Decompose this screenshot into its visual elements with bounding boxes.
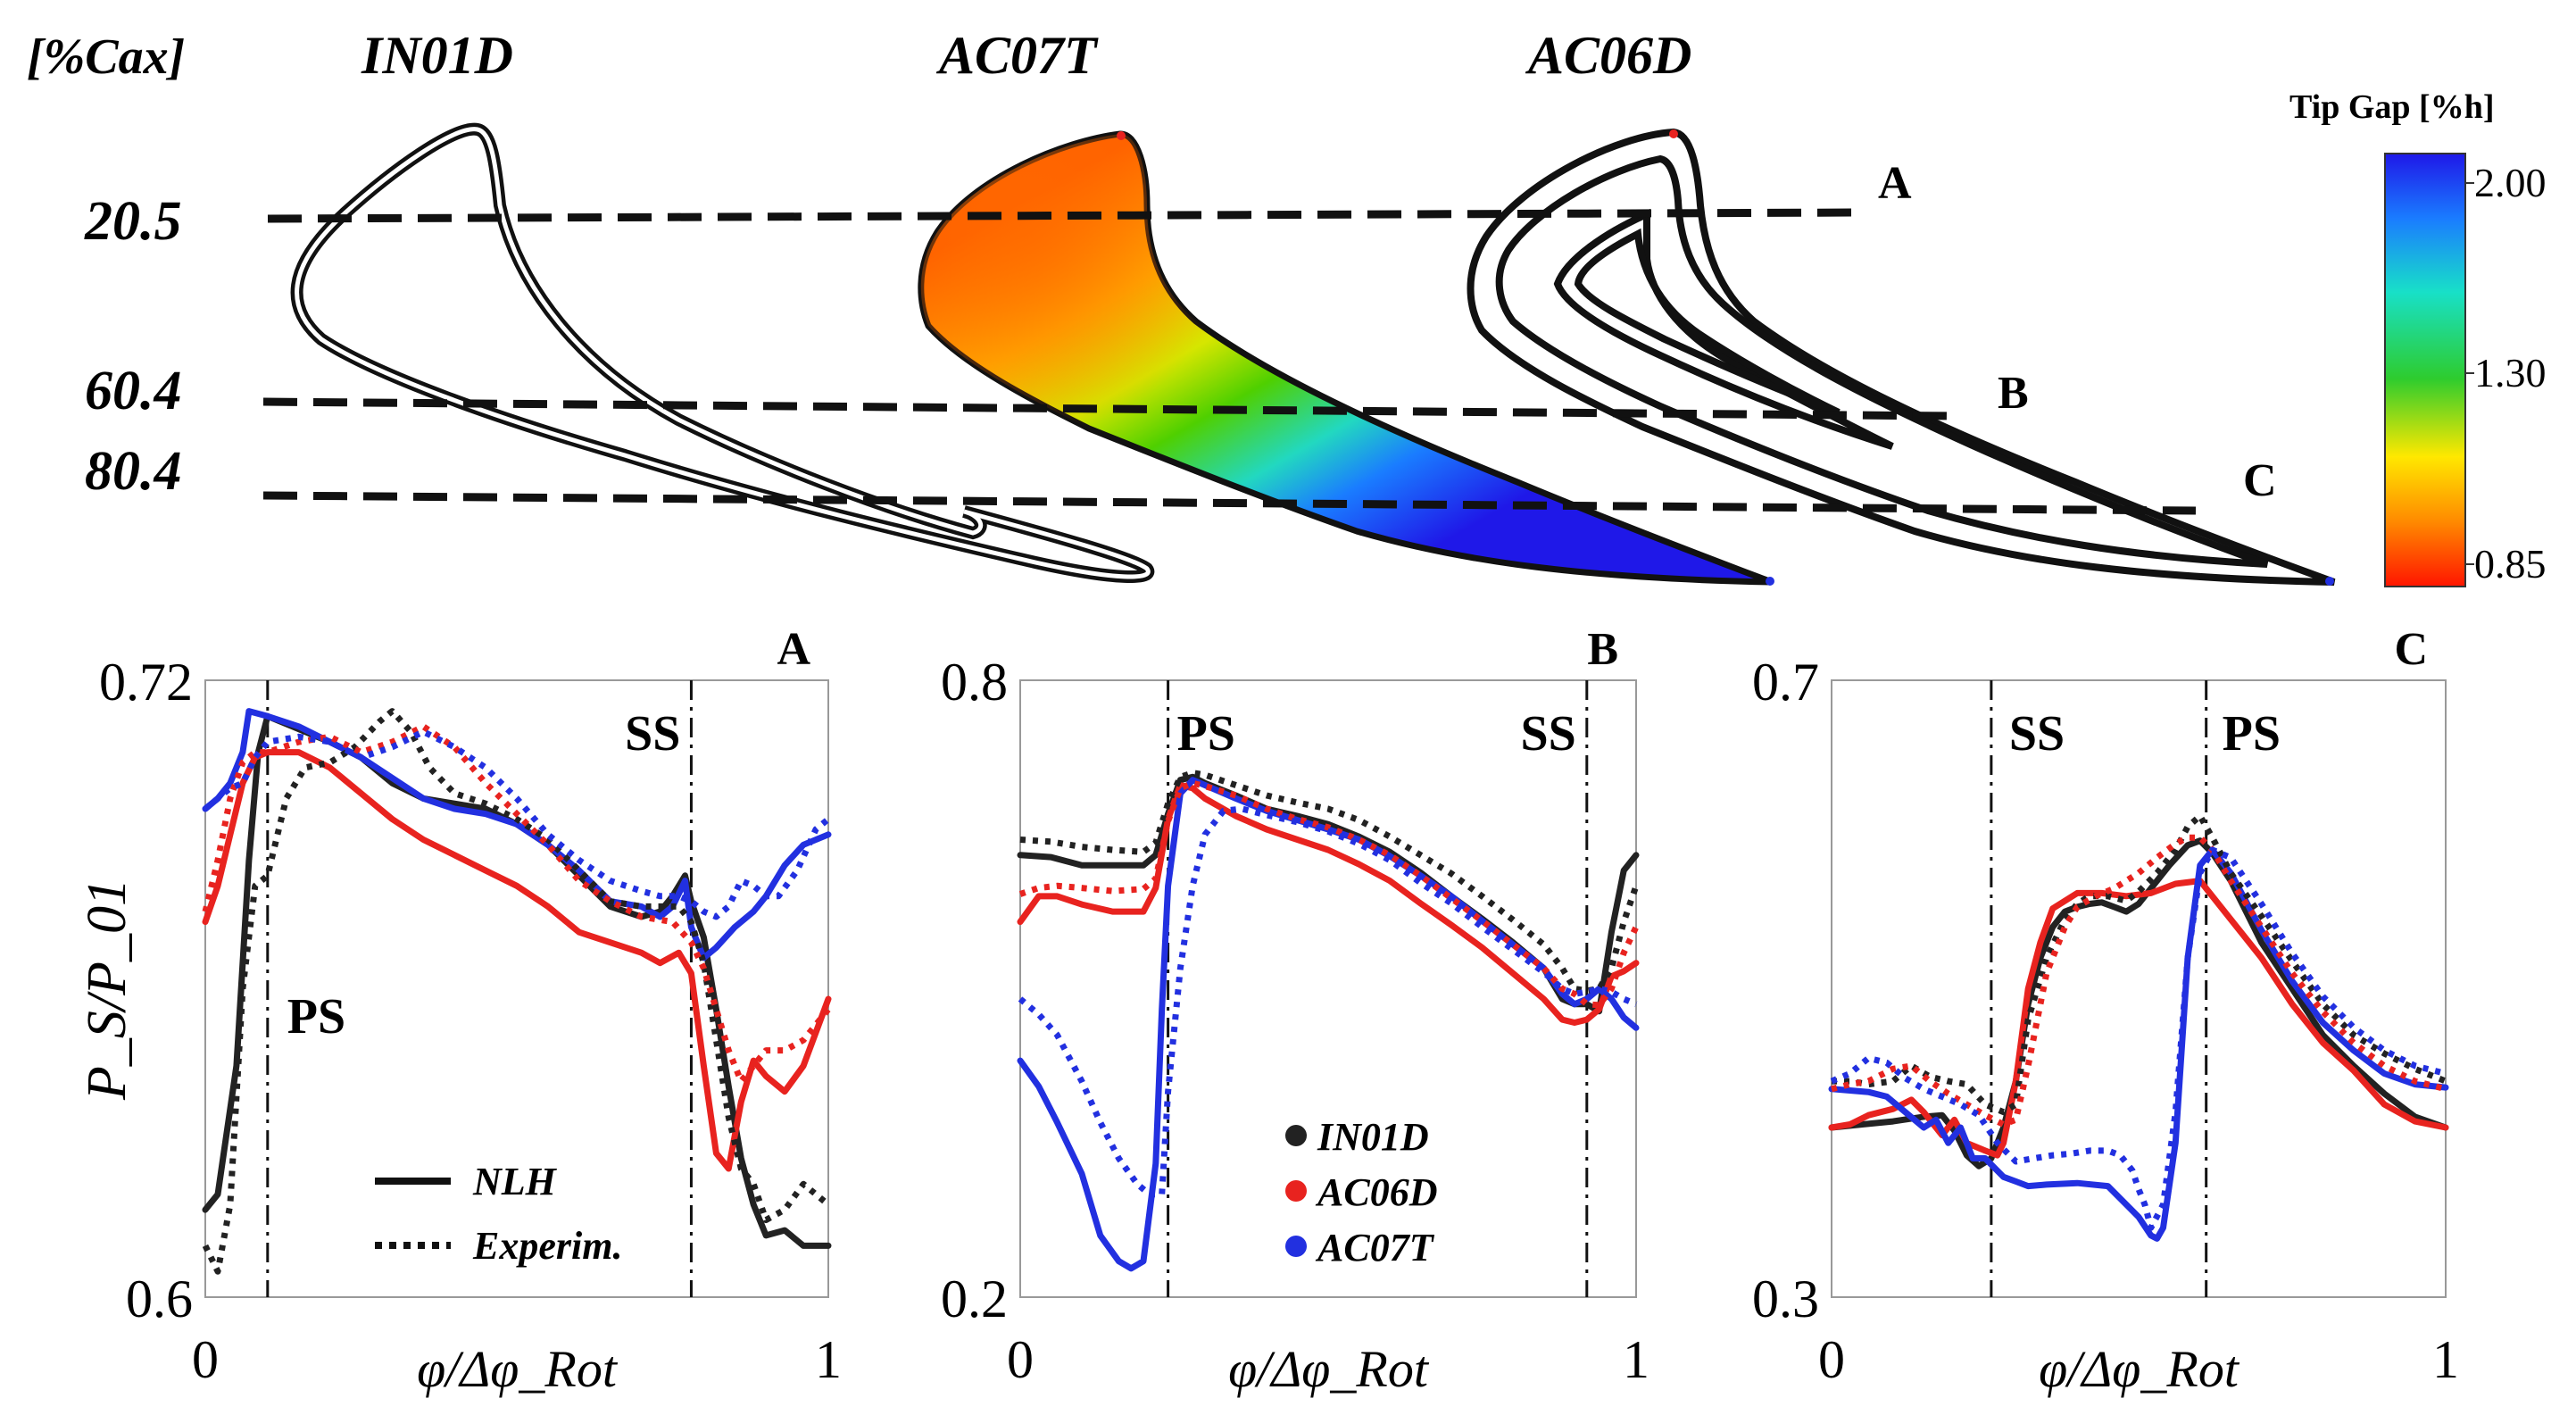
chart-panel-b: 0.8 0.20 1 φ/Δφ_Rot B PS SS: [941, 624, 1649, 1398]
xtick-min-b: 0: [1007, 1330, 1034, 1389]
ylabel-a: P_S/P_01: [77, 878, 137, 1101]
section-value-b: 60.4: [85, 361, 182, 421]
panel-letter-c: C: [2394, 624, 2428, 675]
blade-ac06d-le-marker: [1669, 129, 1678, 138]
section-line-b: [262, 397, 1956, 420]
colorbar-title: Tip Gap [%h]: [2289, 88, 2494, 126]
ytick-max-c: 0.7: [1752, 653, 1819, 712]
section-line-a: [267, 208, 1862, 223]
blade-ac07t-hotspot: [920, 134, 1772, 582]
panel-letter-a: A: [777, 624, 810, 675]
blade-in01d-inner-line: [295, 127, 1151, 579]
colorbar-tick-max: 2.00: [2474, 160, 2547, 205]
xlabel-a: φ/Δφ_Rot: [417, 1340, 619, 1398]
xtick-max-a: 1: [815, 1330, 842, 1389]
series-ac06d-nlh-c: [1828, 878, 2449, 1159]
axes-frame-b: [1019, 679, 1637, 1298]
xtick-max-c: 1: [2432, 1330, 2459, 1389]
colorbar-tick-mid: 1.30: [2474, 350, 2547, 395]
legend-experim-label: Experim.: [472, 1224, 622, 1268]
chart-panel-c: 0.7 0.30 1 φ/Δφ_Rot C SS PS: [1752, 624, 2459, 1398]
ytick-max-b: 0.8: [941, 653, 1008, 712]
legend-profiles: IN01D AC06D AC07T: [1285, 1115, 1437, 1269]
xlabel-b: φ/Δφ_Rot: [1228, 1340, 1430, 1398]
legend-label-in01d: IN01D: [1317, 1115, 1429, 1159]
section-letter-c: C: [2243, 455, 2277, 506]
profile-title-in01d: IN01D: [361, 26, 513, 85]
section-letter-a: A: [1878, 158, 1912, 209]
blade-profiles: [%Cax] IN01D AC07T AC06D 20.5 60.4 80.4 …: [27, 26, 2336, 586]
ytick-max-a: 0.72: [99, 653, 193, 712]
axes-frame-c: [1831, 679, 2447, 1298]
series-ac06d-experim-c: [1831, 834, 2447, 1128]
xlabel-c: φ/Δφ_Rot: [2039, 1340, 2240, 1398]
series-ac07t-experim-a: [203, 728, 831, 920]
series-ac07t-experim-b: [1018, 805, 1638, 1198]
legend-label-ac07t: AC07T: [1315, 1226, 1435, 1269]
xtick-min-c: 0: [1818, 1330, 1845, 1389]
series-in01d-experim-a: [202, 708, 831, 1275]
legend-dot-ac06d: [1285, 1180, 1307, 1202]
marker-label-ps-a: PS: [287, 989, 345, 1045]
ytick-min-a: 0.6: [126, 1269, 193, 1328]
legend-nlh-label: NLH: [472, 1160, 558, 1203]
marker-label-ps-b: PS: [1177, 706, 1235, 762]
colorbar: Tip Gap [%h] 2.00 1.30 0.85: [2289, 88, 2547, 587]
legend-dot-in01d: [1285, 1125, 1307, 1146]
marker-label-ps-c: PS: [2223, 706, 2281, 762]
ytick-min-c: 0.3: [1752, 1269, 1819, 1328]
blade-ac06d-te-marker: [2325, 577, 2334, 586]
series-ac06d-experim-a: [202, 723, 831, 1085]
legend-line-styles: NLH Experim.: [375, 1160, 622, 1268]
series-ac06d-experim-b: [1018, 779, 1640, 1009]
section-value-a: 20.5: [84, 191, 182, 252]
marker-label-ss-b: SS: [1521, 706, 1576, 762]
series-ac06d-nlh-b: [1017, 782, 1640, 1026]
colorbar-tick-min: 0.85: [2474, 541, 2547, 587]
series-ac07t-nlh-a: [202, 708, 832, 961]
colorbar-scale: [2384, 153, 2466, 587]
blade-ac07t-te-marker: [1766, 577, 1774, 586]
marker-label-ss-a: SS: [625, 706, 680, 762]
profile-title-ac07t: AC07T: [935, 26, 1099, 85]
xtick-min-a: 0: [192, 1330, 219, 1389]
profile-title-ac06d: AC06D: [1525, 26, 1691, 85]
legend-dot-ac07t: [1285, 1236, 1307, 1257]
panel-letter-b: B: [1587, 624, 1618, 675]
section-letter-b: B: [1998, 368, 2029, 419]
chart-panel-a: 0.72 0.60 1 φ/Δφ_Rot A PS SS: [99, 624, 842, 1398]
cax-label: [%Cax]: [27, 29, 185, 85]
series-in01d-experim-b: [1019, 770, 1640, 995]
section-value-c: 80.4: [85, 441, 182, 502]
ytick-min-b: 0.2: [941, 1269, 1008, 1328]
series-in01d-nlh-c: [1828, 837, 2449, 1169]
marker-label-ss-c: SS: [2009, 706, 2065, 762]
axes-frame-a: [204, 679, 829, 1298]
blade-ac06d-outline: [1467, 128, 2336, 586]
section-line-c: [262, 491, 2197, 515]
xtick-max-b: 1: [1623, 1330, 1649, 1389]
series-ac06d-nlh-a: [202, 749, 832, 1172]
blade-ac07t-le-marker: [1117, 131, 1126, 140]
legend-label-ac06d: AC06D: [1315, 1170, 1437, 1214]
